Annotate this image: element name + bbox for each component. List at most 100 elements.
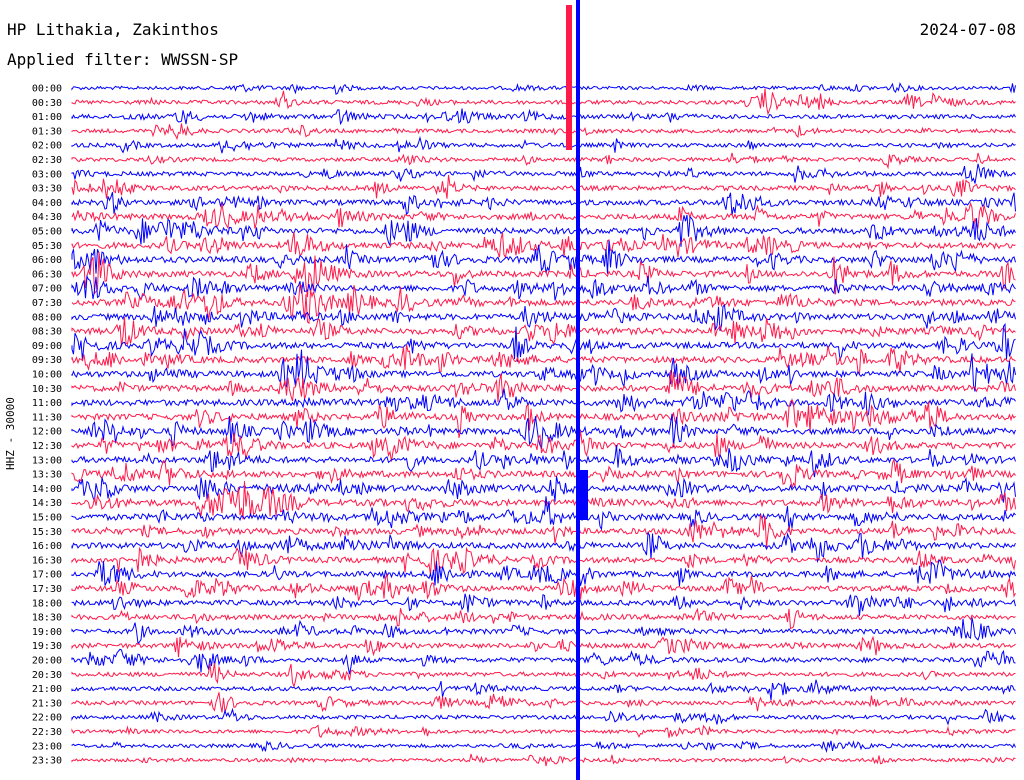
trace-row xyxy=(71,481,1016,520)
trace-row xyxy=(71,459,1016,488)
row-label: 09:30 xyxy=(32,355,62,366)
filter-label: Applied filter: WWSSN-SP xyxy=(7,50,239,69)
row-label: 04:30 xyxy=(32,212,62,223)
row-label: 13:00 xyxy=(32,455,62,466)
row-label: 11:00 xyxy=(32,398,62,409)
row-label: 20:00 xyxy=(32,656,62,667)
trace-row xyxy=(71,514,1016,548)
row-label: 09:00 xyxy=(32,341,62,352)
row-label: 12:30 xyxy=(32,441,62,452)
row-label: 05:00 xyxy=(32,227,62,238)
trace-row xyxy=(71,593,1016,616)
row-label: 01:00 xyxy=(32,112,62,123)
trace-row xyxy=(71,304,1016,332)
row-label: 06:30 xyxy=(32,269,62,280)
row-label: 03:30 xyxy=(32,184,62,195)
trace-row xyxy=(71,546,1016,575)
trace-row xyxy=(71,174,1016,199)
row-label: 02:30 xyxy=(32,155,62,166)
trace-row xyxy=(71,135,1016,154)
trace-row xyxy=(71,88,1016,116)
row-label: 19:00 xyxy=(32,627,62,638)
trace-row xyxy=(71,724,1016,739)
row-label: 22:30 xyxy=(32,727,62,738)
row-label: 08:30 xyxy=(32,327,62,338)
trace-row xyxy=(71,201,1016,230)
row-label: 10:00 xyxy=(32,370,62,381)
row-labels: 00:00 00:30 01:00 01:30 02:00 02:30 03:00 03:30… xyxy=(32,84,62,767)
trace-row xyxy=(71,322,1016,362)
trace-row xyxy=(71,152,1016,170)
trace-row xyxy=(71,753,1016,767)
row-label: 12:00 xyxy=(32,427,62,438)
row-label: 21:00 xyxy=(32,684,62,695)
trace-row xyxy=(71,283,1016,325)
row-label: 07:30 xyxy=(32,298,62,309)
trace-row xyxy=(71,214,1016,247)
trace-row xyxy=(71,81,1016,95)
trace-row xyxy=(71,692,1016,713)
row-label: 21:30 xyxy=(32,698,62,709)
trace-row xyxy=(71,476,1016,503)
trace-row xyxy=(71,740,1016,754)
trace-row xyxy=(71,388,1016,417)
row-label: 18:00 xyxy=(32,598,62,609)
trace-row xyxy=(71,349,1016,392)
row-label: 18:30 xyxy=(32,613,62,624)
row-label: 15:00 xyxy=(32,513,62,524)
row-label: 05:30 xyxy=(32,241,62,252)
trace-row xyxy=(71,617,1016,645)
trace-row xyxy=(71,496,1016,532)
row-label: 10:30 xyxy=(32,384,62,395)
trace-row xyxy=(71,413,1016,450)
row-label: 15:30 xyxy=(32,527,62,538)
row-label: 01:30 xyxy=(32,126,62,137)
row-label: 04:00 xyxy=(32,198,62,209)
trace-row xyxy=(71,231,1016,259)
row-label: 13:30 xyxy=(32,470,62,481)
event-spike xyxy=(578,470,588,520)
trace-row xyxy=(71,707,1016,726)
trace-row xyxy=(71,430,1016,462)
row-label: 14:00 xyxy=(32,484,62,495)
row-label: 17:30 xyxy=(32,584,62,595)
row-label: 03:00 xyxy=(32,169,62,180)
trace-rows xyxy=(71,81,1016,767)
row-label: 16:00 xyxy=(32,541,62,552)
event-spikes xyxy=(566,0,588,780)
trace-row xyxy=(71,635,1016,658)
row-label: 11:30 xyxy=(32,412,62,423)
row-label: 00:30 xyxy=(32,98,62,109)
trace-row xyxy=(71,240,1016,274)
trace-row xyxy=(71,251,1016,298)
trace-row xyxy=(71,399,1016,438)
trace-row xyxy=(71,679,1016,701)
station-title: HP Lithakia, Zakinthos xyxy=(7,20,219,39)
trace-row xyxy=(71,663,1016,689)
trace-row xyxy=(71,163,1016,184)
trace-row xyxy=(71,192,1016,216)
row-label: 23:00 xyxy=(32,741,62,752)
row-label: 19:30 xyxy=(32,641,62,652)
trace-row xyxy=(71,531,1016,564)
row-label: 20:30 xyxy=(32,670,62,681)
trace-row xyxy=(71,559,1016,586)
trace-row xyxy=(71,274,1016,301)
event-spike xyxy=(566,5,572,150)
event-spike xyxy=(576,0,580,780)
row-label: 06:00 xyxy=(32,255,62,266)
trace-row xyxy=(71,445,1016,478)
row-label: 22:00 xyxy=(32,713,62,724)
row-label: 14:30 xyxy=(32,498,62,509)
row-label: 23:30 xyxy=(32,756,62,767)
trace-row xyxy=(71,607,1016,630)
row-label: 02:00 xyxy=(32,141,62,152)
row-label: 00:00 xyxy=(32,84,62,95)
trace-row xyxy=(71,317,1016,347)
trace-row xyxy=(71,344,1016,376)
trace-row xyxy=(71,370,1016,403)
row-label: 08:00 xyxy=(32,312,62,323)
date-label: 2024-07-08 xyxy=(919,20,1016,39)
trace-row xyxy=(71,123,1016,141)
